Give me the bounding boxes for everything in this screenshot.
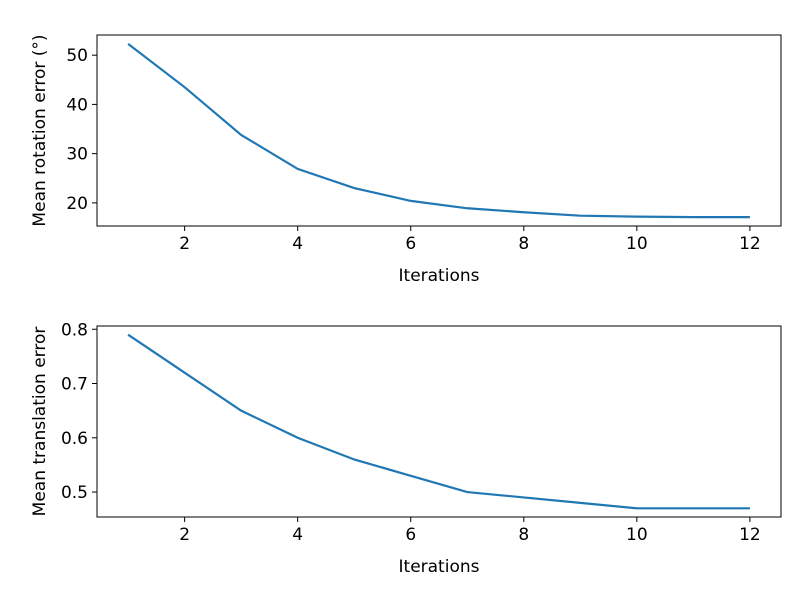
y-axis-label: Mean rotation error (°) — [30, 34, 50, 226]
y-axis-label: Mean translation error — [30, 327, 50, 517]
data-line — [127, 42, 750, 219]
x-tick-label: 12 — [739, 234, 761, 254]
x-axis-label: Iterations — [399, 266, 480, 286]
y-tick-label: 30 — [66, 145, 88, 165]
x-tick-label: 2 — [179, 234, 190, 254]
x-axis-label: Iterations — [399, 557, 480, 577]
axes-frame — [96, 325, 782, 518]
data-line — [127, 333, 750, 510]
axes-frame — [96, 34, 782, 227]
x-tick-label: 6 — [405, 525, 416, 545]
x-tick-label: 8 — [518, 525, 529, 545]
x-tick-label: 6 — [405, 234, 416, 254]
x-tick-label: 2 — [179, 525, 190, 545]
x-tick-label: 4 — [292, 525, 303, 545]
y-tick-label: 20 — [66, 194, 88, 214]
x-tick-label: 10 — [626, 525, 648, 545]
x-tick-label: 12 — [739, 525, 761, 545]
y-tick-label: 0.7 — [61, 375, 88, 395]
y-tick-label: 40 — [66, 95, 88, 115]
x-tick-label: 8 — [518, 234, 529, 254]
x-tick-label: 4 — [292, 234, 303, 254]
y-tick-label: 0.8 — [61, 320, 88, 340]
x-tick-label: 10 — [626, 234, 648, 254]
y-tick-label: 50 — [66, 46, 88, 66]
y-tick-label: 0.6 — [61, 429, 88, 449]
y-tick-label: 0.5 — [61, 483, 88, 503]
